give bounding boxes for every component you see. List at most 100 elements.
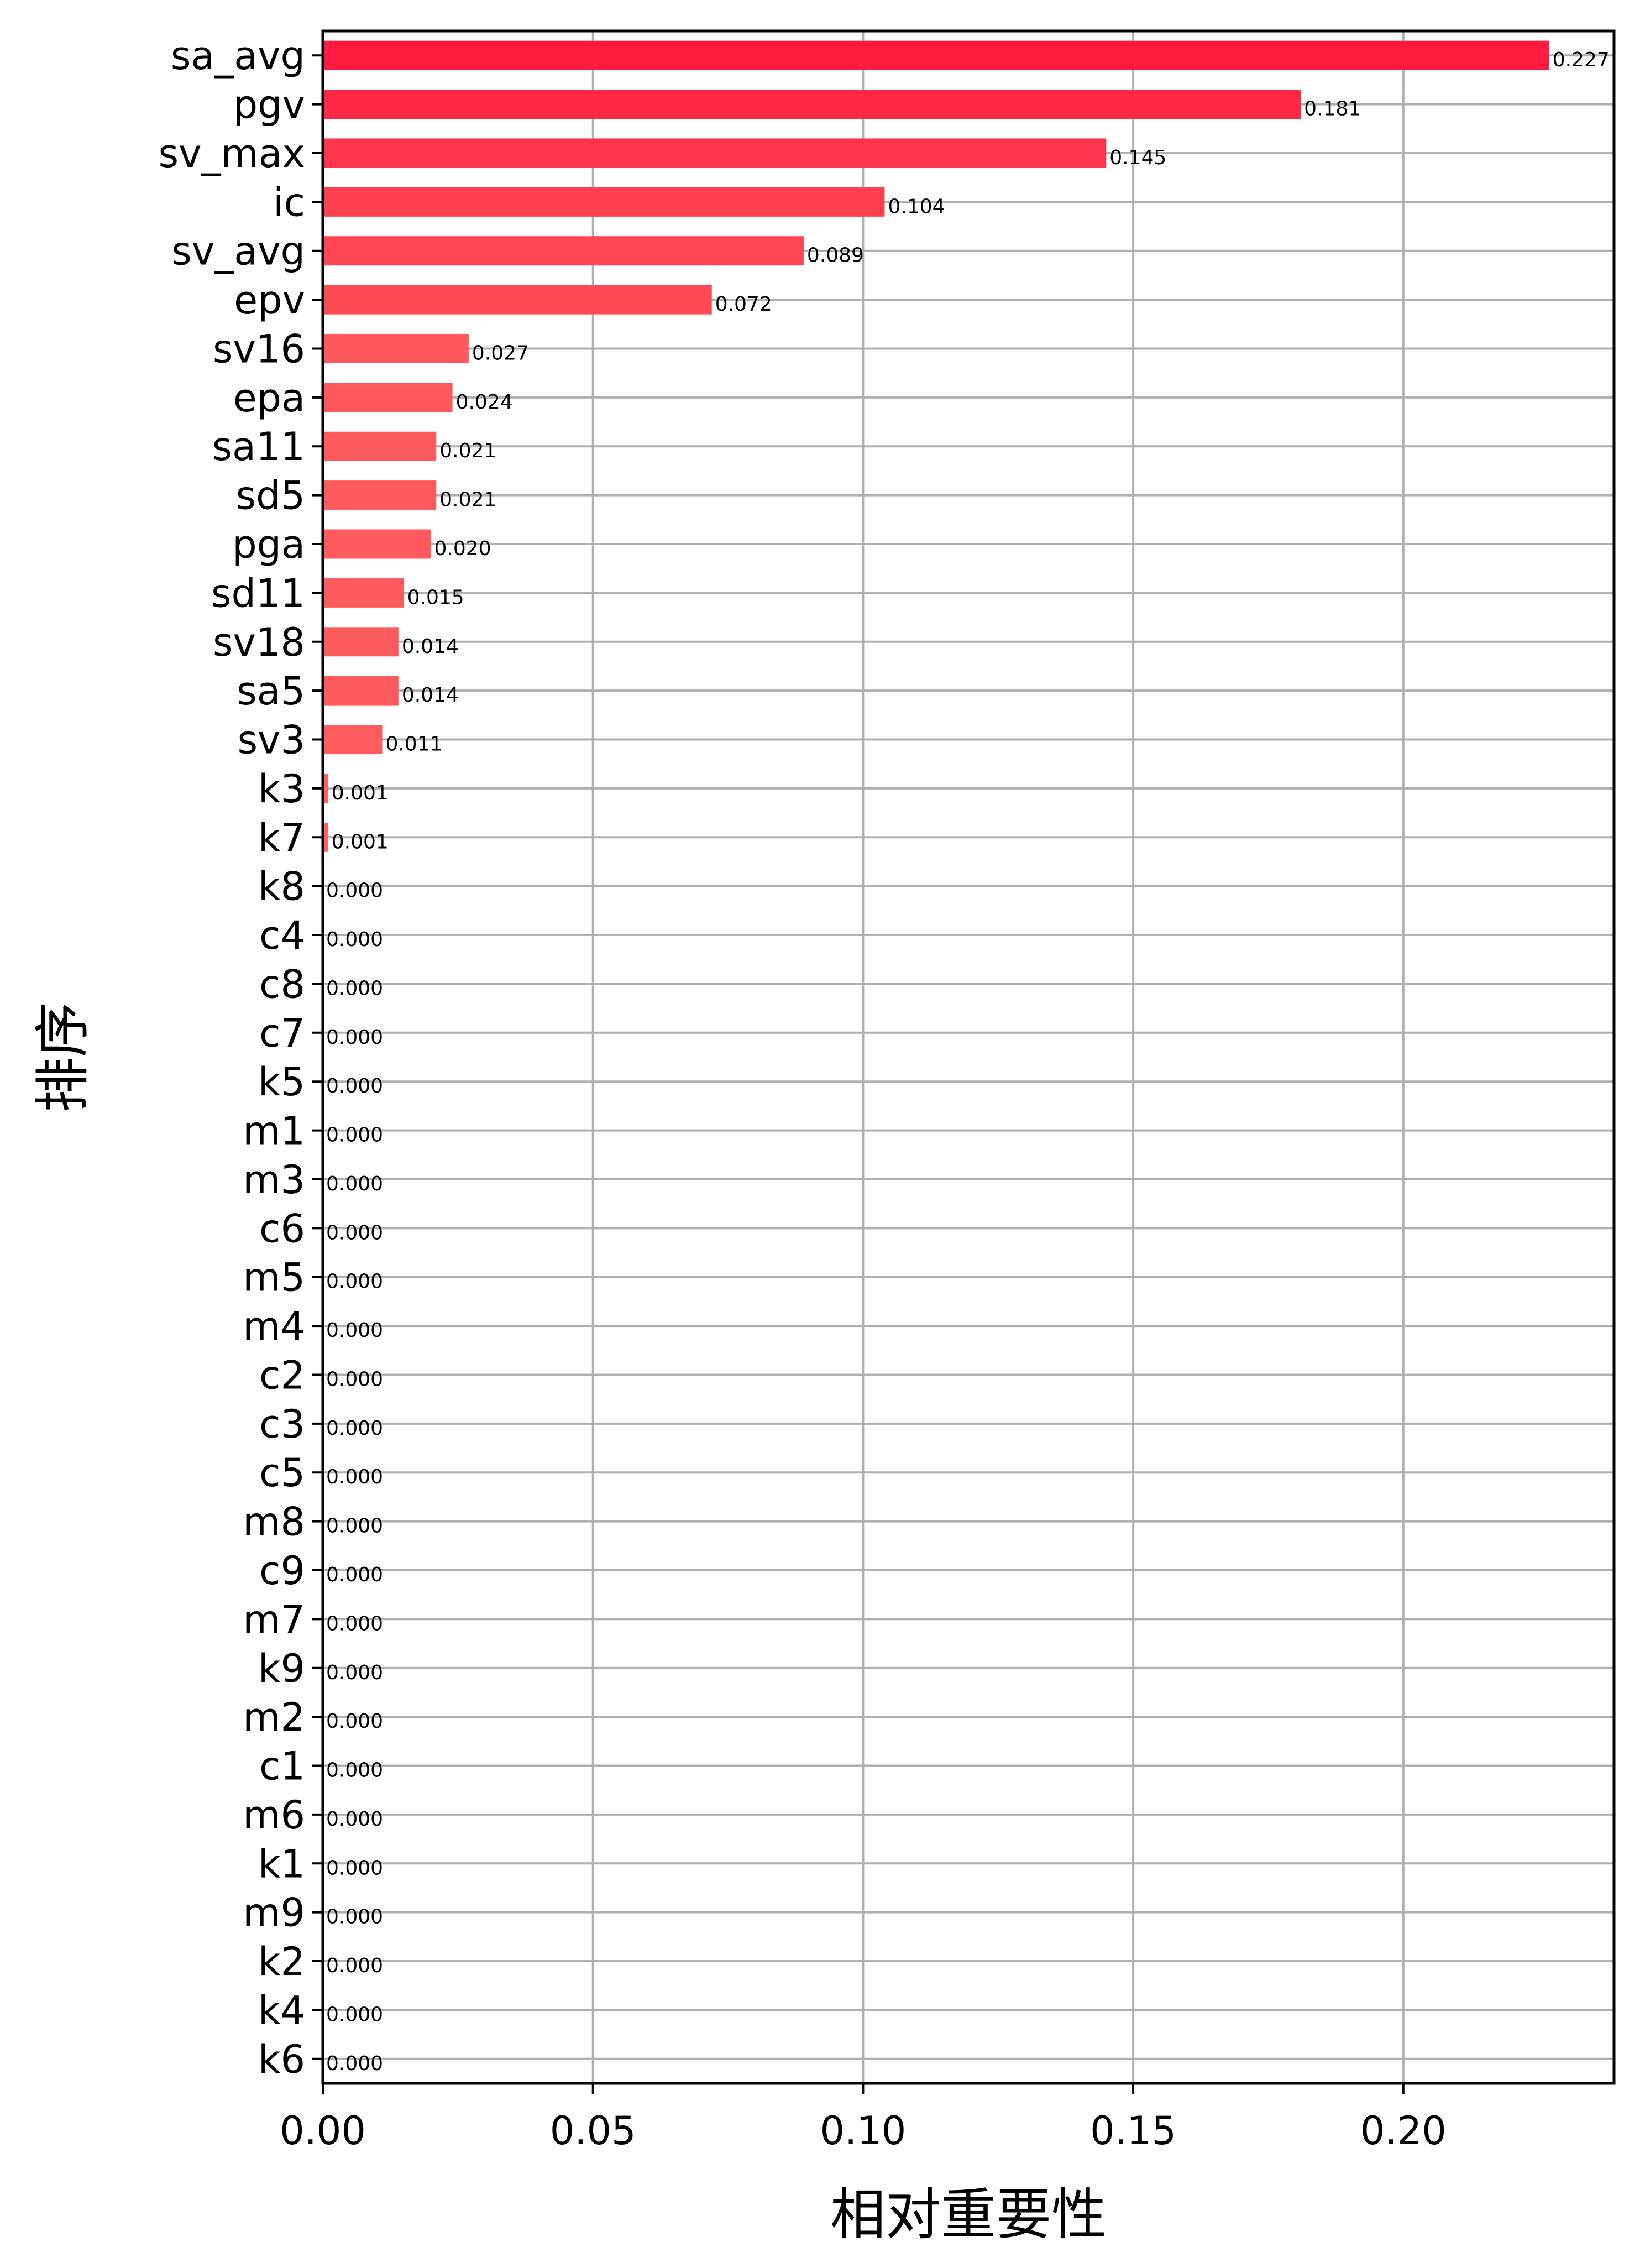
y-tick-label: m7	[243, 1597, 305, 1642]
value-label-layer: 0.227 0.181 0.145 0.104 0.089 0.072 0.027 0.024…	[326, 49, 1610, 2075]
bar-value-label: 0.000	[326, 1955, 383, 1977]
y-tick-label: m6	[243, 1793, 305, 1838]
bar-value-label: 0.000	[326, 928, 383, 951]
bar-value-label: 0.000	[326, 1173, 383, 1195]
bar-value-label: 0.000	[326, 880, 383, 902]
bar-value-label: 0.000	[326, 1808, 383, 1831]
bar	[323, 138, 1107, 168]
y-tick-label: k5	[258, 1059, 305, 1105]
bar-value-label: 0.001	[332, 830, 389, 853]
y-tick-label: pga	[232, 522, 305, 567]
x-tick-label: 0.05	[550, 2108, 636, 2154]
y-axis-title: 排序	[30, 1002, 95, 1112]
y-tick-label: epv	[234, 278, 305, 323]
x-tick-label: 0.10	[820, 2108, 906, 2154]
y-tick-label: c6	[259, 1206, 305, 1251]
bar-value-label: 0.000	[326, 1661, 383, 1684]
bar-value-label: 0.000	[326, 1417, 383, 1440]
y-tick-label: sd5	[236, 473, 305, 519]
y-tick-label: epa	[233, 375, 305, 421]
x-tick-layer: 0.00 0.05 0.10 0.15 0.20	[280, 2083, 1447, 2154]
y-tick-label: sv3	[238, 718, 305, 763]
bar	[323, 40, 1549, 70]
bar-value-label: 0.000	[326, 1759, 383, 1782]
bar-value-label: 0.000	[326, 1857, 383, 1879]
y-tick-label: k1	[258, 1841, 305, 1886]
bar-value-label: 0.089	[807, 244, 864, 267]
bar-value-label: 0.024	[456, 391, 513, 414]
y-tick-label: sa_avg	[171, 33, 305, 79]
bar-value-label: 0.000	[326, 2052, 383, 2075]
bar	[323, 529, 431, 559]
bar-value-label: 0.000	[326, 1271, 383, 1293]
bar-value-label: 0.181	[1304, 98, 1361, 121]
bar-value-label: 0.000	[326, 1368, 383, 1391]
y-tick-label: k9	[258, 1646, 305, 1691]
y-tick-label: sa5	[237, 668, 305, 714]
y-tick-label: sa11	[212, 424, 305, 469]
y-tick-label: m5	[243, 1255, 305, 1300]
bar-value-label: 0.027	[472, 342, 529, 364]
y-tick-label: c3	[259, 1402, 305, 1447]
y-tick-label: m2	[243, 1695, 305, 1740]
bar-value-label: 0.145	[1109, 147, 1166, 169]
bar-value-label: 0.001	[332, 782, 389, 804]
bar-value-label: 0.011	[386, 733, 443, 756]
x-tick-label: 0.20	[1360, 2108, 1447, 2154]
bar-value-label: 0.000	[326, 1612, 383, 1635]
y-tick-label: sv_max	[159, 131, 305, 176]
bar-value-label: 0.000	[326, 2003, 383, 2026]
bar-layer	[323, 40, 1549, 852]
bar-value-label: 0.000	[326, 1124, 383, 1147]
y-tick-label: k6	[258, 2037, 305, 2082]
bar	[323, 431, 437, 461]
y-tick-label: m8	[243, 1499, 305, 1545]
y-tick-label: c2	[259, 1352, 305, 1398]
y-tick-label: sv18	[213, 620, 305, 665]
y-tick-label: sv16	[213, 326, 305, 372]
bar	[323, 822, 328, 852]
bar-value-label: 0.000	[326, 977, 383, 1000]
y-tick-label: m9	[243, 1890, 305, 1936]
bar-value-label: 0.000	[326, 1466, 383, 1488]
y-tick-label: ic	[273, 180, 305, 225]
bar	[323, 187, 885, 217]
bar	[323, 676, 399, 706]
y-tick-label: k7	[258, 815, 305, 860]
bar	[323, 725, 383, 755]
y-tick-label: k3	[258, 766, 305, 812]
bar-value-label: 0.000	[326, 1710, 383, 1733]
x-tick-label: 0.00	[280, 2108, 366, 2154]
y-tick-label: c8	[259, 961, 305, 1007]
bar-value-label: 0.000	[326, 1075, 383, 1098]
y-tick-label: sv_avg	[171, 229, 305, 274]
y-tick-label: pgv	[233, 82, 305, 128]
bar-value-label: 0.072	[715, 293, 772, 316]
y-tick-label: c5	[259, 1450, 305, 1496]
y-tick-label: k4	[258, 1988, 305, 2033]
y-tick-label: m3	[243, 1157, 305, 1203]
bar-value-label: 0.015	[407, 586, 464, 609]
bar-value-label: 0.014	[402, 684, 459, 707]
x-tick-label: 0.15	[1090, 2108, 1176, 2154]
y-tick-label: c7	[259, 1011, 305, 1056]
x-axis-title: 相对重要性	[830, 2182, 1107, 2247]
bar-value-label: 0.000	[326, 1026, 383, 1049]
bar-value-label: 0.000	[326, 1515, 383, 1538]
y-tick-label: m1	[243, 1109, 305, 1154]
bar-value-label: 0.000	[326, 1221, 383, 1244]
y-tick-label: k2	[258, 1939, 305, 1984]
bar	[323, 480, 437, 510]
bar	[323, 333, 469, 363]
y-tick-label: m4	[243, 1304, 305, 1349]
bar-value-label: 0.000	[326, 1319, 383, 1342]
bar-value-label: 0.000	[326, 1564, 383, 1586]
bar-value-label: 0.020	[434, 537, 491, 560]
y-tick-label: k8	[258, 864, 305, 910]
bar-value-label: 0.000	[326, 1906, 383, 1929]
bar-value-label: 0.227	[1553, 49, 1610, 71]
bar-value-label: 0.021	[439, 489, 496, 511]
bar	[323, 627, 399, 657]
bar	[323, 90, 1301, 119]
